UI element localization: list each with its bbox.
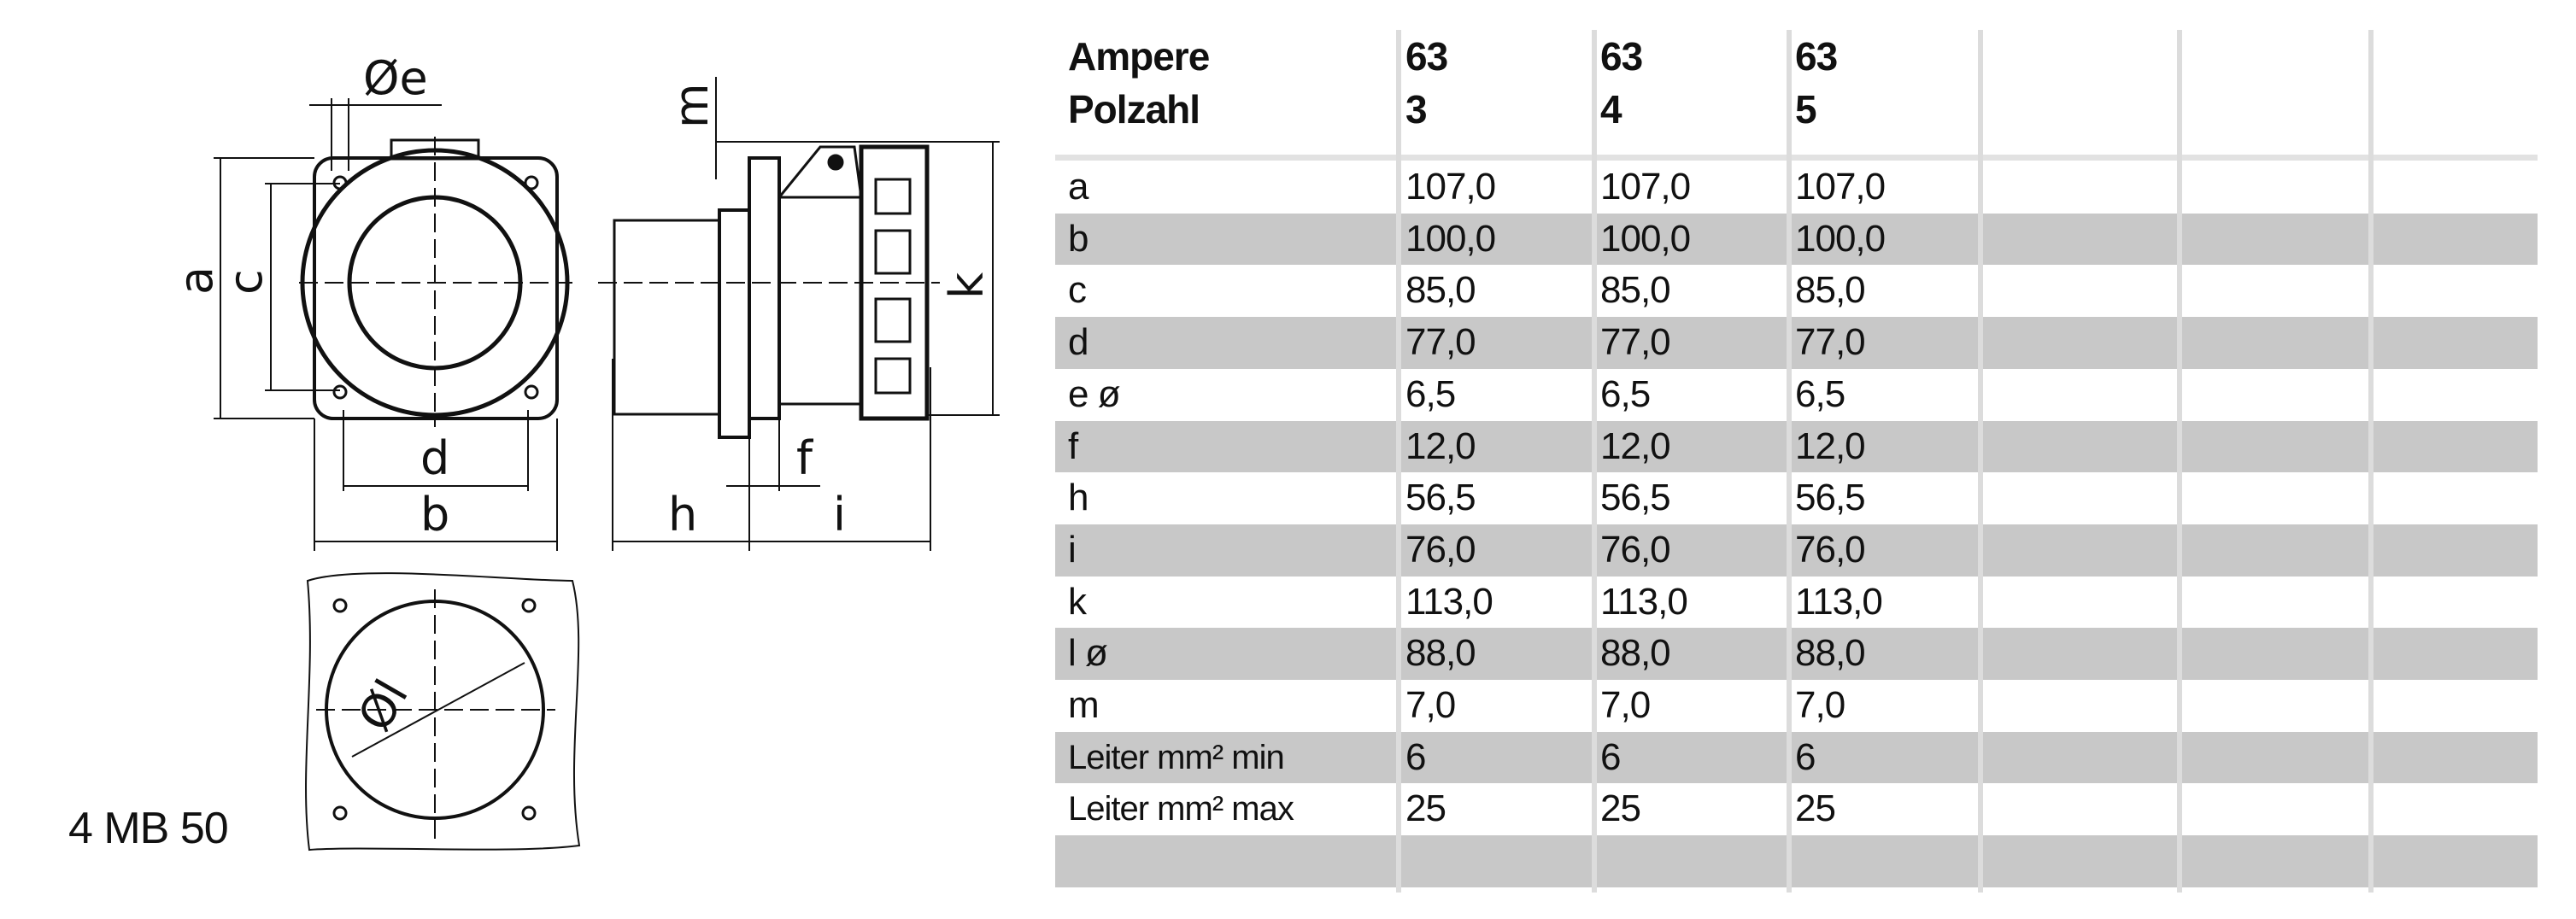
row-value: 88,0 (1795, 632, 1866, 675)
column-divider (2368, 30, 2374, 893)
row-label: b (1068, 217, 1089, 260)
dim-label-e: Øe (363, 51, 428, 105)
side-view (598, 77, 1000, 551)
row-label: m (1068, 684, 1100, 726)
row-value: 100,0 (1600, 217, 1691, 260)
row-value: 56,5 (1600, 477, 1671, 519)
row-value: 113,0 (1600, 580, 1688, 623)
table-row: Leiter mm² max 25 25 25 (1055, 783, 2538, 835)
table-row: f 12,0 12,0 12,0 (1055, 420, 2538, 473)
row-value: 107,0 (1795, 166, 1886, 208)
row-value: 77,0 (1600, 321, 1671, 364)
row-label: i (1068, 528, 1077, 571)
row-value: 56,5 (1795, 477, 1866, 519)
row-value: 6 (1600, 735, 1622, 778)
front-view (214, 98, 572, 551)
row-value: 76,0 (1600, 528, 1671, 571)
table-row: d 77,0 77,0 77,0 (1055, 317, 2538, 369)
row-value: 7,0 (1405, 684, 1456, 726)
dim-label-m: m (665, 83, 719, 128)
header-polzahl-label: Polzahl (1068, 87, 1200, 132)
dim-label-f: f (796, 431, 814, 485)
row-value: 7,0 (1795, 684, 1845, 726)
table-row: a 107,0 107,0 107,0 (1055, 161, 2538, 214)
row-value: 100,0 (1405, 217, 1496, 260)
row-value: 25 (1405, 787, 1446, 830)
column-divider (1396, 30, 1401, 893)
table-row: e ø 6,5 6,5 6,5 (1055, 369, 2538, 421)
row-label: f (1068, 424, 1078, 467)
table-row: c 85,0 85,0 85,0 (1055, 265, 2538, 317)
column-divider (1787, 30, 1792, 893)
row-label: Leiter mm² min (1068, 738, 1285, 776)
row-label: k (1068, 580, 1087, 623)
row-value: 107,0 (1405, 166, 1496, 208)
row-value: 113,0 (1405, 580, 1493, 623)
header-ampere-1: 63 (1405, 34, 1448, 79)
panel-cutout-view (305, 572, 581, 852)
dim-label-a: a (169, 266, 223, 295)
row-value: 12,0 (1405, 424, 1476, 467)
row-label: h (1068, 477, 1089, 519)
row-value: 12,0 (1795, 424, 1866, 467)
dim-label-b: b (420, 488, 449, 541)
header-polzahl-2: 4 (1600, 87, 1622, 132)
dimension-drawing: Øe a c d b m k f h i Øl (169, 51, 1000, 852)
row-value: 7,0 (1600, 684, 1651, 726)
dimension-table: a 107,0 107,0 107,0 b 100,0 100,0 100,0 c 85,0 85,… (1055, 30, 2538, 893)
table-row: l ø 88,0 88,0 88,0 (1055, 628, 2538, 680)
row-label: d (1068, 321, 1089, 364)
column-divider (1592, 30, 1597, 893)
row-value: 85,0 (1600, 269, 1671, 312)
row-value: 25 (1795, 787, 1836, 830)
table-row: i 76,0 76,0 76,0 (1055, 524, 2538, 577)
header-ampere-2: 63 (1600, 34, 1643, 79)
row-value: 6 (1795, 735, 1816, 778)
table-row: k 113,0 113,0 113,0 (1055, 577, 2538, 629)
row-value: 6 (1405, 735, 1427, 778)
row-label: e ø (1068, 372, 1121, 415)
row-value: 6,5 (1405, 372, 1456, 415)
column-divider (1978, 30, 1983, 893)
table-row: m 7,0 7,0 7,0 (1055, 680, 2538, 732)
header-separator (1055, 155, 2538, 161)
row-value: 25 (1600, 787, 1641, 830)
table-row: b 100,0 100,0 100,0 (1055, 213, 2538, 266)
table-row (1055, 835, 2538, 887)
row-value: 6,5 (1600, 372, 1651, 415)
table-row: Leiter mm² min 6 6 6 (1055, 731, 2538, 784)
row-value: 6,5 (1795, 372, 1845, 415)
dim-label-k: k (940, 272, 994, 299)
row-value: 77,0 (1405, 321, 1476, 364)
row-value: 76,0 (1405, 528, 1476, 571)
row-value: 107,0 (1600, 166, 1691, 208)
row-label: c (1068, 269, 1087, 312)
dim-label-c: c (219, 269, 273, 295)
dim-label-i: i (833, 488, 846, 541)
row-value: 85,0 (1795, 269, 1866, 312)
row-value: 56,5 (1405, 477, 1476, 519)
header-polzahl-3: 5 (1795, 87, 1817, 132)
row-label: l ø (1068, 632, 1108, 675)
header-ampere-label: Ampere (1068, 34, 1210, 79)
dim-label-l: Øl (348, 670, 419, 740)
header-ampere-3: 63 (1795, 34, 1838, 79)
row-value: 88,0 (1405, 632, 1476, 675)
table-row: h 56,5 56,5 56,5 (1055, 472, 2538, 524)
dim-label-h: h (668, 488, 697, 541)
row-label: Leiter mm² max (1068, 790, 1294, 828)
row-value: 88,0 (1600, 632, 1671, 675)
model-number: 4 MB 50 (68, 804, 229, 853)
header-polzahl-1: 3 (1405, 87, 1428, 132)
row-value: 76,0 (1795, 528, 1866, 571)
row-value: 113,0 (1795, 580, 1883, 623)
dim-label-d: d (420, 431, 449, 485)
row-value: 77,0 (1795, 321, 1866, 364)
row-label: a (1068, 166, 1089, 208)
column-divider (2177, 30, 2182, 893)
row-value: 100,0 (1795, 217, 1886, 260)
row-value: 12,0 (1600, 424, 1671, 467)
row-value: 85,0 (1405, 269, 1476, 312)
